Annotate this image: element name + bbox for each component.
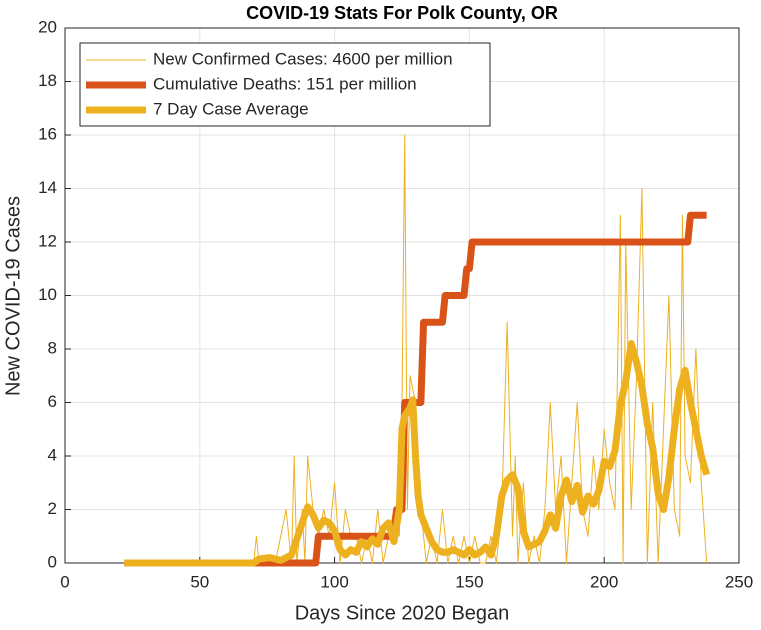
y-tick-label: 6 — [48, 392, 57, 411]
y-tick-label: 16 — [38, 124, 57, 143]
legend-label: Cumulative Deaths: 151 per million — [153, 74, 417, 93]
axes-box — [64, 27, 740, 564]
y-tick-label: 4 — [48, 445, 57, 464]
y-tick-label: 18 — [38, 71, 57, 90]
y-tick-label: 14 — [38, 178, 57, 197]
y-axis-label: New COVID-19 Cases — [2, 196, 24, 396]
x-tick-label: 200 — [590, 572, 618, 591]
x-tick-label: 100 — [320, 572, 348, 591]
x-tick-label: 0 — [60, 572, 69, 591]
chart-title: COVID-19 Stats For Polk County, OR — [246, 3, 558, 23]
x-tick-label: 50 — [190, 572, 209, 591]
series-line — [124, 340, 711, 567]
x-tick-label: 250 — [725, 572, 753, 591]
x-axis-label: Days Since 2020 Began — [295, 602, 510, 624]
y-tick-label: 0 — [48, 552, 57, 571]
y-tick-label: 20 — [38, 17, 57, 36]
y-tick-label: 10 — [38, 285, 57, 304]
legend-label: New Confirmed Cases: 4600 per million — [153, 49, 453, 68]
y-tick-label: 2 — [48, 499, 57, 518]
legend-box — [79, 42, 491, 127]
y-tick-label: 8 — [48, 338, 57, 357]
x-tick-label: 150 — [455, 572, 483, 591]
legend-label: 7 Day Case Average — [153, 99, 309, 118]
y-tick-label: 12 — [38, 231, 57, 250]
